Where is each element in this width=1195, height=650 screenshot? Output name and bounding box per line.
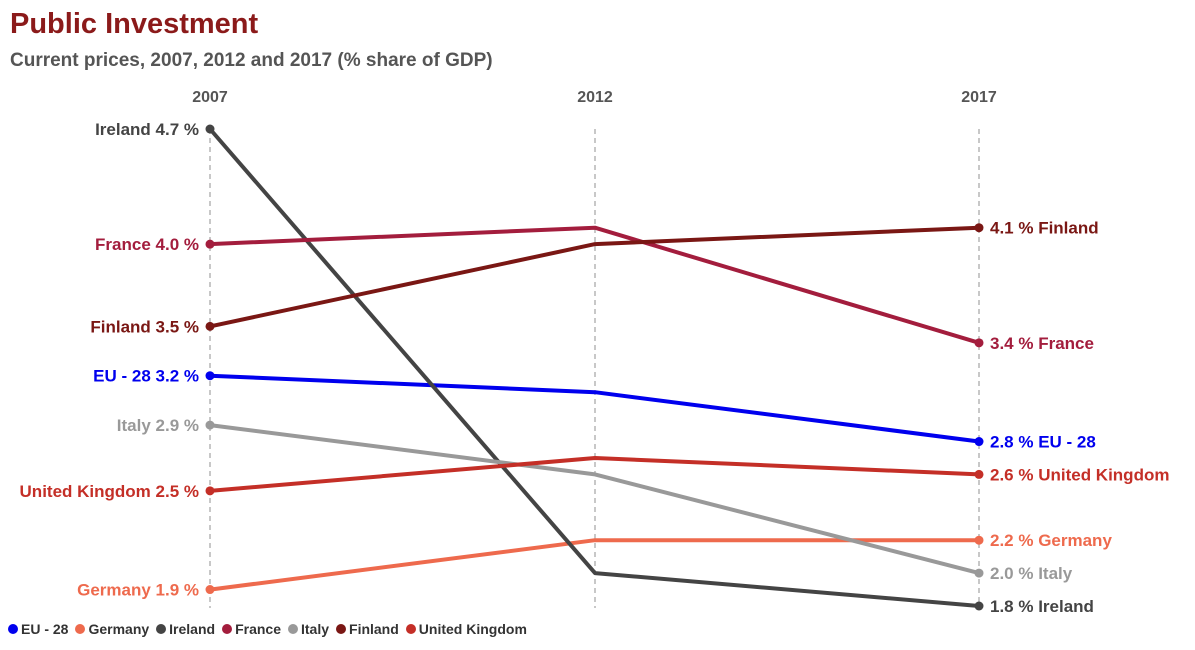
data-point-eu-28 [205,371,215,381]
end-label-finland: 4.1 % Finland [990,219,1099,238]
legend-label: Italy [301,621,330,637]
legend-item-france: France [222,621,281,637]
end-label-germany: 2.2 % Germany [990,531,1112,550]
legend-label: Germany [88,621,150,637]
data-point-finland [205,321,215,331]
legend-item-finland: Finland [336,621,399,637]
series-line-france [209,225,980,345]
legend-label: EU - 28 [21,621,69,637]
legend-marker [156,624,167,634]
legend-item-germany: Germany [75,621,149,637]
start-label-germany: Germany 1.9 % [77,581,199,600]
chart-subtitle: Current prices, 2007, 2012 and 2017 (% s… [10,50,493,71]
data-point-eu-28 [974,437,984,447]
start-label-france: France 4.0 % [95,235,199,254]
data-point-germany [974,535,984,545]
end-label-united-kingdom: 2.6 % United Kingdom [990,465,1169,484]
series-line-eu-28 [209,373,980,444]
end-label-france: 3.4 % France [990,334,1094,353]
legend-marker [75,624,86,634]
start-label-united-kingdom: United Kingdom 2.5 % [20,482,199,501]
legend-marker [336,624,347,634]
x-tick-label: 2017 [961,89,997,106]
legend-item-united-kingdom: United Kingdom [405,621,527,637]
data-point-france [974,338,984,348]
chart-title: Public Investment [10,8,259,40]
data-point-france [205,239,215,249]
series-line-finland [209,225,980,329]
end-label-eu-28: 2.8 % EU - 28 [990,433,1096,452]
legend-item-ireland: Ireland [156,621,215,637]
data-point-united-kingdom [205,486,215,496]
legend-label: France [235,621,281,637]
data-point-ireland [974,601,984,611]
legend-label: Finland [349,621,399,637]
end-label-ireland: 1.8 % Ireland [990,597,1094,616]
start-label-finland: Finland 3.5 % [90,317,199,336]
series-line-united-kingdom [209,456,980,493]
x-tick-label: 2007 [192,89,228,106]
chart-legend: EU - 28 Germany Ireland France Italy Finland U… [8,621,527,637]
legend-marker [288,624,298,634]
data-point-germany [205,585,215,595]
legend-marker [405,624,416,634]
series-line-italy [209,423,980,576]
legend-marker [8,624,18,634]
legend-item-italy: Italy [288,621,329,637]
series-line-ireland [208,127,980,608]
end-label-italy: 2.0 % Italy [990,564,1073,583]
data-point-united-kingdom [974,469,984,479]
legend-label: Ireland [169,621,216,637]
x-tick-label: 2012 [577,89,613,106]
start-label-eu-28: EU - 28 3.2 % [93,367,199,386]
start-label-italy: Italy 2.9 % [117,416,199,435]
data-point-finland [974,223,984,233]
data-point-ireland [205,124,215,134]
data-point-italy [974,568,984,578]
start-label-ireland: Ireland 4.7 % [95,120,199,139]
legend-marker [222,624,233,634]
legend-item-eu-28: EU - 28 [8,621,68,637]
data-point-italy [205,420,215,430]
legend-label: United Kingdom [418,621,527,637]
